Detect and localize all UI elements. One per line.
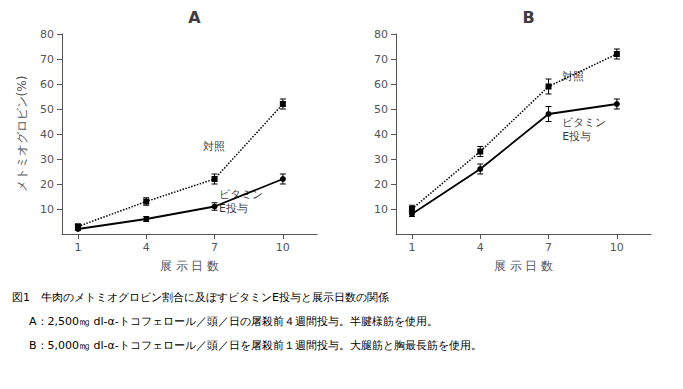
svg-text:E投与: E投与	[562, 130, 591, 143]
svg-text:50: 50	[40, 103, 54, 116]
svg-text:展 示 日 数: 展 示 日 数	[160, 259, 219, 273]
svg-text:展 示 日 数: 展 示 日 数	[494, 259, 553, 273]
svg-text:40: 40	[40, 128, 54, 141]
svg-text:10: 10	[610, 241, 624, 254]
svg-text:B: B	[522, 8, 534, 27]
svg-text:ビタミン: ビタミン	[562, 116, 606, 129]
svg-text:A：2,500㎎ dl-α-トコフェロール／頭／日の屠殺前４: A：2,500㎎ dl-α-トコフェロール／頭／日の屠殺前４週間投与。半腱様筋を…	[18, 315, 438, 328]
svg-text:70: 70	[40, 53, 54, 66]
svg-text:1: 1	[408, 241, 415, 254]
svg-text:対照: 対照	[203, 140, 225, 153]
svg-text:70: 70	[374, 53, 388, 66]
svg-text:E投与: E投与	[219, 202, 248, 215]
svg-text:図1 牛肉のメトミオグロビン割合に及ぼすビタミンE投与と展示: 図1 牛肉のメトミオグロビン割合に及ぼすビタミンE投与と展示日数の関係	[12, 291, 389, 304]
svg-text:80: 80	[40, 28, 54, 41]
svg-text:ビタミン: ビタミン	[219, 188, 263, 201]
svg-text:10: 10	[40, 203, 54, 216]
svg-text:10: 10	[374, 203, 388, 216]
svg-text:30: 30	[374, 153, 388, 166]
svg-text:B：5,000㎎ dl-α-トコフェロール／頭／日を屠殺前１: B：5,000㎎ dl-α-トコフェロール／頭／日を屠殺前１週間投与。大腿筋と胸…	[18, 339, 482, 352]
svg-text:80: 80	[374, 28, 388, 41]
svg-text:30: 30	[40, 153, 54, 166]
svg-text:50: 50	[374, 103, 388, 116]
svg-text:A: A	[188, 8, 201, 27]
svg-text:40: 40	[374, 128, 388, 141]
svg-text:60: 60	[40, 78, 54, 91]
svg-text:7: 7	[211, 241, 218, 254]
svg-text:1: 1	[74, 241, 81, 254]
svg-text:60: 60	[374, 78, 388, 91]
svg-text:20: 20	[40, 178, 54, 191]
svg-text:10: 10	[276, 241, 290, 254]
svg-text:20: 20	[374, 178, 388, 191]
svg-text:メトミオグロビン(%): メトミオグロビン(%)	[15, 76, 29, 193]
svg-text:4: 4	[477, 241, 484, 254]
svg-text:対照: 対照	[562, 70, 584, 83]
svg-text:4: 4	[143, 241, 150, 254]
svg-text:7: 7	[545, 241, 552, 254]
